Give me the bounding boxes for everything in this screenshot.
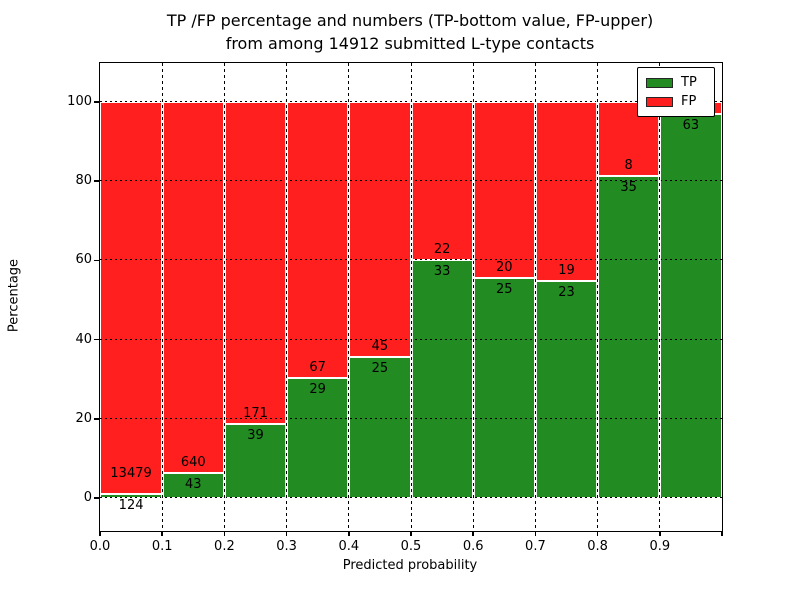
- bar-segment-tp: [659, 114, 722, 498]
- gridline-vertical: [472, 63, 474, 531]
- bar-segment-fp: [100, 102, 163, 495]
- bar-segment-fp: [286, 102, 349, 379]
- x-tick-label: 0.2: [214, 539, 235, 554]
- tp-count-label: 63: [682, 118, 700, 134]
- tp-count-label: 25: [496, 281, 513, 297]
- fp-legend-swatch: [646, 96, 673, 107]
- legend-entry-tp: TP: [638, 75, 714, 90]
- y-tick: [93, 180, 99, 182]
- bar-segment-fp: [224, 102, 287, 425]
- x-tick-label: 0.5: [400, 539, 422, 554]
- x-tick: [348, 531, 350, 536]
- tp-count-label: 33: [433, 264, 451, 280]
- tp-count-label: 43: [185, 477, 202, 493]
- legend-entry-fp: FP: [638, 94, 714, 109]
- fp-count-label: 640: [180, 455, 206, 471]
- fp-count-label: 22: [433, 242, 451, 258]
- bar-segment-tp: [348, 356, 411, 498]
- gridline-vertical: [223, 63, 225, 531]
- chart-title-line2: from among 14912 submitted L-type contac…: [225, 34, 595, 53]
- y-tick: [93, 101, 99, 103]
- x-tick: [223, 531, 226, 536]
- bar-segment-tp: [597, 175, 660, 498]
- y-tick-label: 20: [75, 410, 92, 426]
- x-tick-label: 0.6: [462, 539, 484, 554]
- y-tick: [93, 497, 99, 499]
- bar-segment-tp: [473, 277, 536, 498]
- x-axis-label: Predicted probability: [342, 558, 478, 573]
- x-tick: [659, 531, 661, 536]
- x-tick-label: 0.8: [587, 539, 608, 554]
- bar-segment-tp: [535, 281, 598, 498]
- x-tick: [285, 531, 288, 536]
- x-tick-label: 0.9: [649, 539, 671, 554]
- y-tick-label: 100: [67, 94, 92, 109]
- fp-count-label: 13479: [110, 466, 152, 482]
- tp-legend-label: TP: [681, 75, 697, 90]
- tp-count-label: 39: [247, 428, 264, 444]
- bar-segment-fp: [162, 102, 225, 474]
- x-tick-label: 0.3: [276, 539, 297, 554]
- bar-segment-tp: [224, 424, 287, 498]
- chart-title-line1: TP /FP percentage and numbers (TP-bottom…: [166, 11, 654, 30]
- x-tick: [534, 531, 537, 536]
- bar-segment-fp: [473, 102, 536, 278]
- x-tick: [161, 531, 163, 536]
- gridline-vertical: [161, 63, 163, 531]
- x-tick: [596, 531, 599, 536]
- bar-segment-tp: [286, 378, 349, 498]
- x-tick: [721, 531, 723, 536]
- fp-count-label: 20: [496, 259, 513, 275]
- y-tick-label: 40: [75, 331, 92, 347]
- tp-count-label: 25: [371, 360, 389, 376]
- fp-count-label: 8: [624, 157, 633, 173]
- tp-legend-swatch: [646, 77, 673, 88]
- tp-count-label: 29: [309, 382, 326, 398]
- y-tick-label: 0: [83, 490, 92, 505]
- y-axis-label: Percentage: [6, 258, 22, 333]
- x-tick: [472, 531, 474, 536]
- fp-legend-label: FP: [681, 94, 697, 109]
- bar-segment-tp: [411, 260, 474, 498]
- x-tick-label: 0.0: [89, 539, 111, 554]
- tp-count-label: 35: [620, 179, 637, 195]
- gridline-vertical: [410, 63, 412, 531]
- tp-count-label: 23: [558, 284, 575, 300]
- x-tick: [410, 531, 412, 536]
- legend: TP FP: [637, 67, 715, 117]
- bar-segment-fp: [348, 102, 411, 357]
- y-tick: [93, 259, 99, 262]
- y-tick: [93, 418, 99, 420]
- x-tick: [99, 531, 101, 536]
- bar-segment-fp: [411, 102, 474, 261]
- fp-count-label: 19: [558, 262, 575, 278]
- gridline-vertical: [286, 63, 288, 531]
- x-tick-label: 0.4: [338, 539, 360, 554]
- gridline-vertical: [659, 63, 661, 531]
- fp-count-label: 171: [243, 406, 268, 422]
- fp-count-label: 67: [309, 360, 326, 376]
- y-tick-label: 80: [75, 173, 92, 189]
- gridline-vertical: [597, 63, 599, 531]
- y-tick-label: 60: [75, 252, 92, 268]
- plot-area: 0.0 0.1 0.2 0.3 0.4 0.5 0.6 0.7 0.8 0.9 0 20 40 60 80 1…: [67, 62, 723, 554]
- x-tick-label: 0.1: [151, 539, 173, 554]
- fp-count-label: 45: [371, 338, 389, 354]
- chart-title: TP /FP percentage and numbers (TP-bottom…: [99, 9, 721, 55]
- x-tick-label: 0.7: [525, 539, 546, 554]
- y-tick: [93, 338, 99, 341]
- bar-segment-fp: [535, 102, 598, 281]
- gridline-vertical: [348, 63, 350, 531]
- tp-count-label: 124: [118, 498, 144, 514]
- gridline-vertical: [534, 63, 536, 531]
